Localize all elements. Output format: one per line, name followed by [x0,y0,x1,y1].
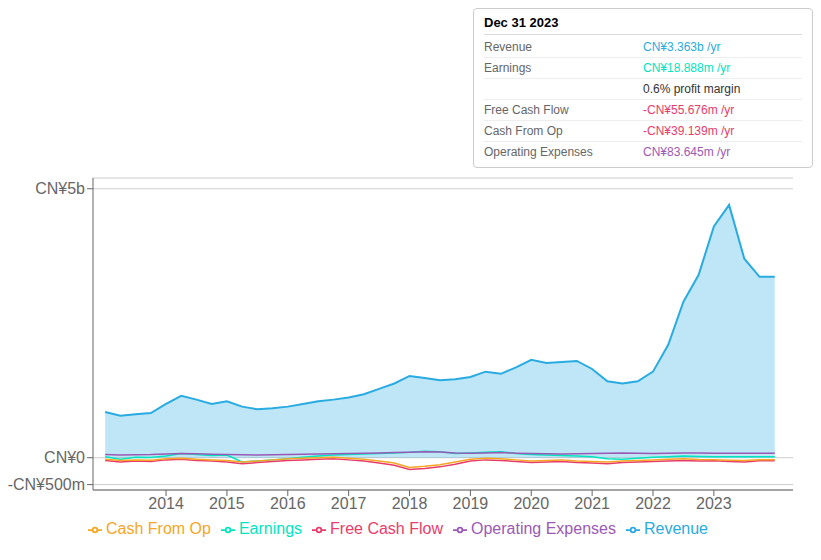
svg-text:2015: 2015 [209,495,245,512]
html-text:Earnings: Earnings [238,520,303,537]
svg-text:2014: 2014 [148,495,184,512]
html-text:CN¥83.645m /yr: CN¥83.645m /yr [643,145,731,159]
html-text:Free Cash Flow: Free Cash Flow [330,520,443,537]
html-text:-CN¥55.676m /yr: -CN¥55.676m /yr [643,103,735,117]
html-text:Earnings: Earnings [484,61,532,75]
html-text:Cash From Op: Cash From Op [106,520,211,537]
html-text:Free Cash Flow: Free Cash Flow [484,103,569,117]
svg-text:CN¥5b: CN¥5b [35,180,85,197]
html-text:Dec 31 2023: Dec 31 2023 [484,15,559,30]
html-text:Revenue: Revenue [484,40,532,54]
svg-text:2020: 2020 [513,495,549,512]
html-text:CN¥18.888m /yr: CN¥18.888m /yr [643,61,731,75]
svg-text:2022: 2022 [635,495,671,512]
html-text:0.6% profit margin: 0.6% profit margin [643,82,741,96]
html-text:Operating Expenses: Operating Expenses [484,145,593,159]
svg-text:2017: 2017 [331,495,367,512]
svg-text:2016: 2016 [270,495,306,512]
svg-text:2023: 2023 [696,495,732,512]
svg-text:-CN¥500m: -CN¥500m [8,476,85,493]
svg-text:2018: 2018 [392,495,428,512]
html-text:Cash From Op: Cash From Op [484,124,563,138]
html-text:-CN¥39.139m /yr: -CN¥39.139m /yr [643,124,735,138]
html-text:Operating Expenses: Operating Expenses [471,520,616,537]
svg-text:2021: 2021 [574,495,610,512]
html-text:CN¥3.363b /yr: CN¥3.363b /yr [643,40,721,54]
svg-text:CN¥0: CN¥0 [44,449,85,466]
svg-text:2019: 2019 [453,495,489,512]
html-text:Revenue: Revenue [644,520,708,537]
